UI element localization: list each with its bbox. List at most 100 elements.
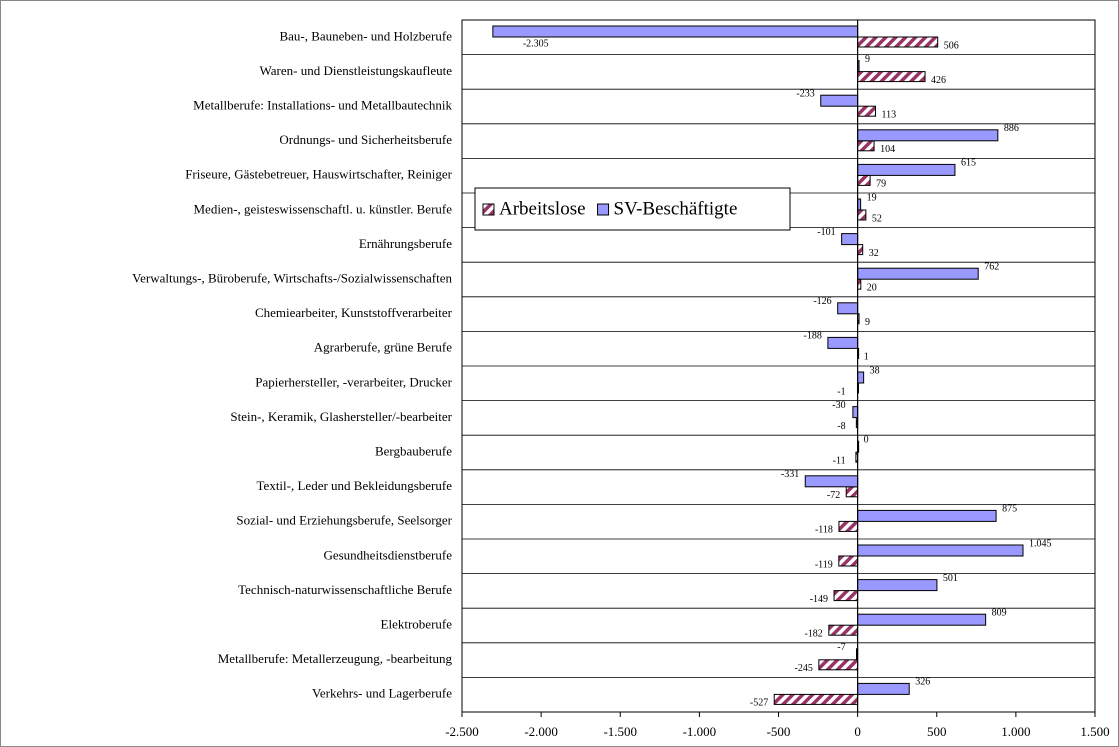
value-label: 506 [944,40,959,51]
bar [857,163,956,176]
bar [773,693,859,705]
bar [857,105,877,117]
value-label: 104 [880,144,895,155]
value-label: -11 [833,455,846,466]
category-label: Medien-, geisteswissenschaftl. u. künstl… [194,201,453,216]
category-label: Bergbauberufe [375,443,452,458]
category-label: Chemiearbeiter, Kunststoffverarbeiter [255,305,453,320]
value-label: 326 [915,677,930,688]
bar [857,244,864,256]
bar [841,233,859,246]
legend: Arbeitslose SV-Beschäftigte [474,187,791,231]
x-tick-label: -1.000 [683,724,717,739]
category-label: Verwaltungs-, Büroberufe, Wirtschafts-/S… [132,270,452,285]
x-tick-label: -500 [767,724,791,739]
value-label: -233 [796,88,814,99]
category-label: Sozial- und Erziehungsberufe, Seelsorger [236,513,452,528]
legend-label: Arbeitslose [499,198,586,219]
value-label: 113 [882,109,897,120]
category-label: Metallberufe: Metallerzeugung, -bearbeit… [218,651,453,666]
category-label: Friseure, Gästebetreuer, Hauswirtschafte… [185,167,452,182]
value-label: 875 [1002,504,1017,515]
bar [838,520,859,532]
value-label: 762 [984,261,999,272]
value-label: -2.305 [523,38,549,49]
value-label: 20 [867,282,877,293]
value-label: -7 [837,642,845,653]
bar [804,475,859,488]
value-label: 79 [876,179,886,190]
bar [857,509,997,522]
category-label: Waren- und Dienstleistungskaufleute [260,63,453,78]
legend-box [474,187,791,231]
value-label: 809 [992,607,1007,618]
value-label: -72 [827,490,840,501]
bar [857,613,987,626]
value-label: -118 [815,525,833,536]
value-label: -149 [810,594,828,605]
bar [820,94,859,107]
bar [833,590,859,602]
bar [827,336,859,349]
bar [857,682,910,695]
value-label: -8 [837,421,845,432]
x-tick-label: 1.000 [1001,724,1030,739]
category-label: Papierhersteller, -verarbeiter, Drucker [255,374,452,389]
value-label: 32 [869,248,879,259]
category-label: Textil-, Leder und Bekleidungsberufe [257,478,453,493]
value-label: 886 [1004,123,1019,134]
bar [857,36,939,48]
category-label: Stein-, Keramik, Glashersteller/-bearbei… [230,409,452,424]
bar [852,406,859,419]
x-tick-label: -2.000 [524,724,558,739]
legend-swatch [482,203,495,216]
bar [818,659,859,671]
bar [828,624,859,636]
value-label: -30 [832,400,845,411]
value-label: 0 [864,434,869,445]
category-label: Ordnungs- und Sicherheitsberufe [279,132,452,147]
bar [857,174,871,186]
legend-label: SV-Beschäftigte [614,198,738,219]
value-label: 19 [867,192,877,203]
bar [857,71,926,83]
x-tick-label: 0 [854,724,861,739]
legend-swatch [597,203,610,216]
bar [837,302,859,315]
bar [857,579,938,592]
bar [845,486,859,498]
bar [492,25,859,38]
category-label: Bau-, Bauneben- und Holzberufe [279,28,452,43]
bar [857,267,979,280]
x-tick-label: -2.500 [445,724,479,739]
category-label: Ernährungsberufe [359,236,452,251]
x-tick-label: 1.500 [1080,724,1109,739]
value-label: 501 [943,573,958,584]
value-label: 52 [872,213,882,224]
bar [838,555,859,567]
value-label: 1 [864,352,869,363]
value-label: -245 [795,663,813,674]
value-label: -182 [804,628,822,639]
category-label: Verkehrs- und Lagerberufe [312,686,452,701]
value-label: -331 [781,469,799,480]
category-label: Technisch-naturwissenschaftliche Berufe [238,582,452,597]
value-label: 426 [931,75,946,86]
bar [857,371,865,384]
value-label: -188 [804,331,822,342]
value-label: -126 [813,296,831,307]
value-label: 9 [865,54,870,65]
value-label: 1.045 [1029,538,1052,549]
bar [857,544,1024,557]
category-label: Gesundheitsdienstberufe [323,547,452,562]
value-label: -101 [817,227,835,238]
value-label: -527 [750,698,768,709]
category-label: Agrarberufe, grüne Berufe [314,340,452,355]
value-label: -1 [837,386,845,397]
bar [857,140,875,152]
value-label: 38 [870,365,880,376]
x-tick-label: -1.500 [603,724,637,739]
value-label: 615 [961,158,976,169]
category-label: Metallberufe: Installations- und Metallb… [193,97,452,112]
